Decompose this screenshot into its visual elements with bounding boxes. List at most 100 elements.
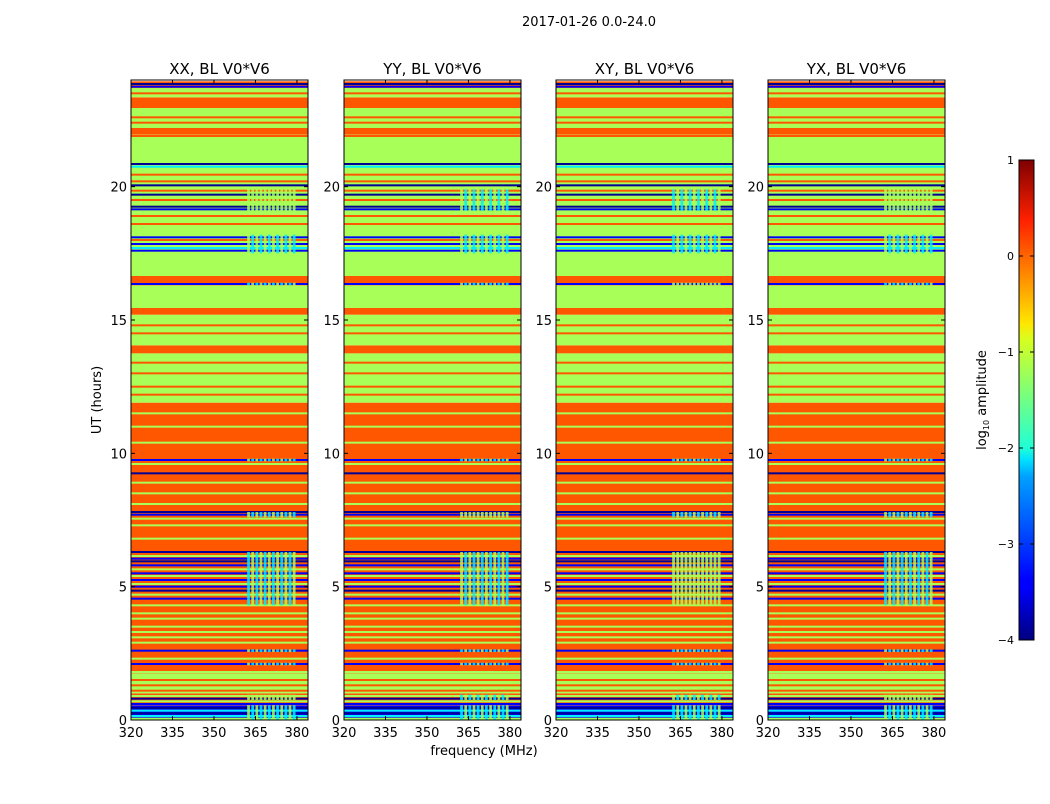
rfi-cell [276, 189, 279, 211]
heatmap-line [131, 472, 308, 475]
rfi-cell [929, 282, 933, 286]
heatmap-line [131, 199, 308, 201]
heatmap-band [556, 285, 733, 308]
heatmap-line [556, 625, 733, 628]
rfi-cell [280, 705, 284, 720]
heatmap-line [768, 173, 945, 176]
rfi-cell [288, 458, 292, 462]
heatmap-band [344, 345, 521, 354]
rfi-cell [280, 458, 284, 462]
heatmap-line [344, 589, 521, 592]
rfi-cell [884, 705, 887, 720]
rfi-cell [468, 649, 472, 652]
heatmap-line [344, 537, 521, 540]
rfi-cell [892, 189, 896, 211]
rfi-cell [672, 458, 675, 462]
heatmap-band [131, 285, 308, 308]
heatmap-line [556, 239, 733, 241]
heatmap-line [556, 513, 733, 516]
heatmap-line [344, 560, 521, 563]
heatmap-line [768, 459, 945, 461]
rfi-cell [929, 552, 933, 606]
heatmap-line [344, 568, 521, 571]
rfi-cell [505, 552, 509, 606]
rfi-cell [705, 189, 709, 211]
rfi-cell [485, 189, 488, 211]
heatmap-line [556, 332, 733, 335]
rfi-cell [929, 458, 933, 462]
rfi-cell [692, 705, 696, 720]
heatmap-line [131, 617, 308, 620]
x-tick-label: 335 [373, 726, 398, 741]
rfi-cell [688, 649, 692, 652]
heatmap-line [131, 707, 308, 709]
rfi-cell [896, 694, 900, 700]
rfi-cell [684, 694, 688, 700]
rfi-cell [493, 705, 497, 720]
panel-0: XX, BL V0*V6 320 335 350 365 380 0 5 10 15 20 [110, 60, 309, 741]
heatmap-line [768, 492, 945, 495]
heatmap-line [768, 372, 945, 375]
rfi-cell [460, 662, 463, 666]
heatmap-line [768, 585, 945, 588]
rfi-cell [501, 705, 505, 720]
heatmap-line [131, 684, 308, 687]
rfi-cell [692, 694, 696, 700]
heatmap-line [344, 511, 521, 513]
heatmap-line [131, 324, 308, 327]
rfi-cell [925, 705, 929, 720]
heatmap-line [556, 372, 733, 375]
x-tick-label: 380 [285, 726, 310, 741]
rfi-cell [925, 552, 929, 606]
rfi-cell [913, 458, 916, 462]
rfi-cell [468, 705, 472, 720]
rfi-cell [288, 234, 292, 254]
heatmap-line [131, 579, 308, 581]
rfi-cell [680, 282, 684, 286]
heatmap-line [768, 625, 945, 628]
heatmap-line [556, 703, 733, 705]
rfi-cell [480, 649, 484, 652]
rfi-cell [884, 234, 887, 254]
heatmap-line [131, 503, 308, 505]
heatmap-line [344, 223, 521, 225]
y-tick-label: 15 [535, 314, 552, 329]
rfi-cell [680, 458, 684, 462]
rfi-cell [680, 234, 684, 254]
rfi-cell [468, 189, 472, 211]
heatmap-line [556, 560, 733, 563]
rfi-cell [280, 649, 284, 652]
rfi-cell [501, 282, 505, 286]
rfi-cell [917, 552, 921, 606]
heatmap-line [344, 684, 521, 687]
heatmap-line [344, 441, 521, 444]
rfi-cell [464, 512, 468, 518]
heatmap-line [768, 189, 945, 192]
heatmap-line [556, 503, 733, 505]
rfi-cell [888, 282, 892, 286]
rfi-cell [292, 694, 296, 700]
rfi-cell [280, 662, 284, 666]
heatmap-line [768, 165, 945, 168]
rfi-cell [284, 694, 288, 700]
rfi-cell [697, 694, 700, 700]
heatmap-line [556, 163, 733, 165]
heatmap-line [131, 557, 308, 560]
colorbar-tick-label: −3 [998, 538, 1014, 551]
heatmap-line [344, 583, 521, 585]
rfi-cell [925, 649, 929, 652]
rfi-cell [276, 705, 279, 720]
x-tick-label: 350 [202, 726, 227, 741]
heatmap-line [344, 631, 521, 633]
rfi-cell [292, 649, 296, 652]
rfi-cell [493, 189, 497, 211]
rfi-cell [493, 234, 497, 254]
heatmap-line [131, 671, 308, 673]
rfi-cell [896, 649, 900, 652]
rfi-cell [697, 458, 700, 462]
rfi-cell [505, 694, 509, 700]
heatmap-line [344, 236, 521, 239]
rfi-cell [280, 512, 284, 518]
rfi-cell [888, 705, 892, 720]
heatmap-line [768, 243, 945, 245]
